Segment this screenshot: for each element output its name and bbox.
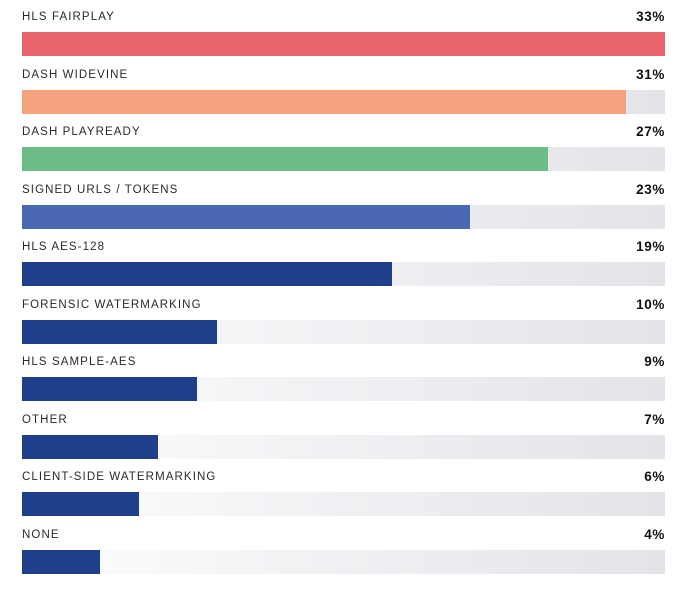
chart-row: OTHER 7% <box>22 403 665 461</box>
chart-row: FORENSIC WATERMARKING 10% <box>22 288 665 346</box>
chart-row: CLIENT-SIDE WATERMARKING 6% <box>22 460 665 518</box>
category-label: FORENSIC WATERMARKING <box>22 298 202 311</box>
bar <box>22 147 549 171</box>
bar <box>22 549 100 574</box>
chart-row: HLS AES-128 19% <box>22 230 665 288</box>
bar-track <box>22 147 665 171</box>
bar <box>22 492 139 516</box>
category-label: NONE <box>22 528 60 541</box>
category-label: OTHER <box>22 413 68 426</box>
bar-track <box>22 204 665 229</box>
value-label: 9% <box>644 354 665 369</box>
chart-row: DASH PLAYREADY 27% <box>22 115 665 173</box>
value-label: 19% <box>636 239 665 254</box>
category-label: HLS AES-128 <box>22 241 106 253</box>
bar-track <box>22 434 665 459</box>
category-label: HLS FAIRPLAY <box>22 11 115 23</box>
bar <box>22 262 393 286</box>
category-label: DASH PLAYREADY <box>22 126 141 138</box>
value-label: 27% <box>636 124 665 139</box>
chart-row: HLS FAIRPLAY 33% <box>22 0 665 58</box>
value-label: 31% <box>636 66 665 82</box>
bar-track <box>22 262 665 286</box>
bar-track <box>22 492 665 516</box>
chart-row: SIGNED URLS / TOKENS 23% <box>22 173 665 231</box>
value-label: 23% <box>636 181 665 197</box>
bar <box>22 89 627 114</box>
bar <box>22 434 159 459</box>
value-label: 7% <box>644 411 665 427</box>
bar-track <box>22 377 665 401</box>
value-label: 4% <box>644 526 665 542</box>
category-label: CLIENT-SIDE WATERMARKING <box>22 471 217 483</box>
chart-row: DASH WIDEVINE 31% <box>22 58 665 116</box>
chart-row: NONE 4% <box>22 518 665 576</box>
bar <box>22 377 198 401</box>
bar <box>22 319 217 344</box>
bar-track <box>22 549 665 574</box>
value-label: 6% <box>644 469 665 484</box>
bar-track <box>22 319 665 344</box>
bar-track <box>22 89 665 114</box>
value-label: 10% <box>636 296 665 312</box>
category-label: SIGNED URLS / TOKENS <box>22 183 179 196</box>
chart-row: HLS SAMPLE-AES 9% <box>22 345 665 403</box>
value-label: 33% <box>636 9 665 24</box>
bar <box>22 204 471 229</box>
bar <box>22 32 665 56</box>
category-label: DASH WIDEVINE <box>22 68 129 81</box>
category-label: HLS SAMPLE-AES <box>22 356 137 368</box>
bar-chart: HLS FAIRPLAY 33% DASH WIDEVINE 31% DASH PLAY… <box>22 0 665 590</box>
bar-track <box>22 32 665 56</box>
